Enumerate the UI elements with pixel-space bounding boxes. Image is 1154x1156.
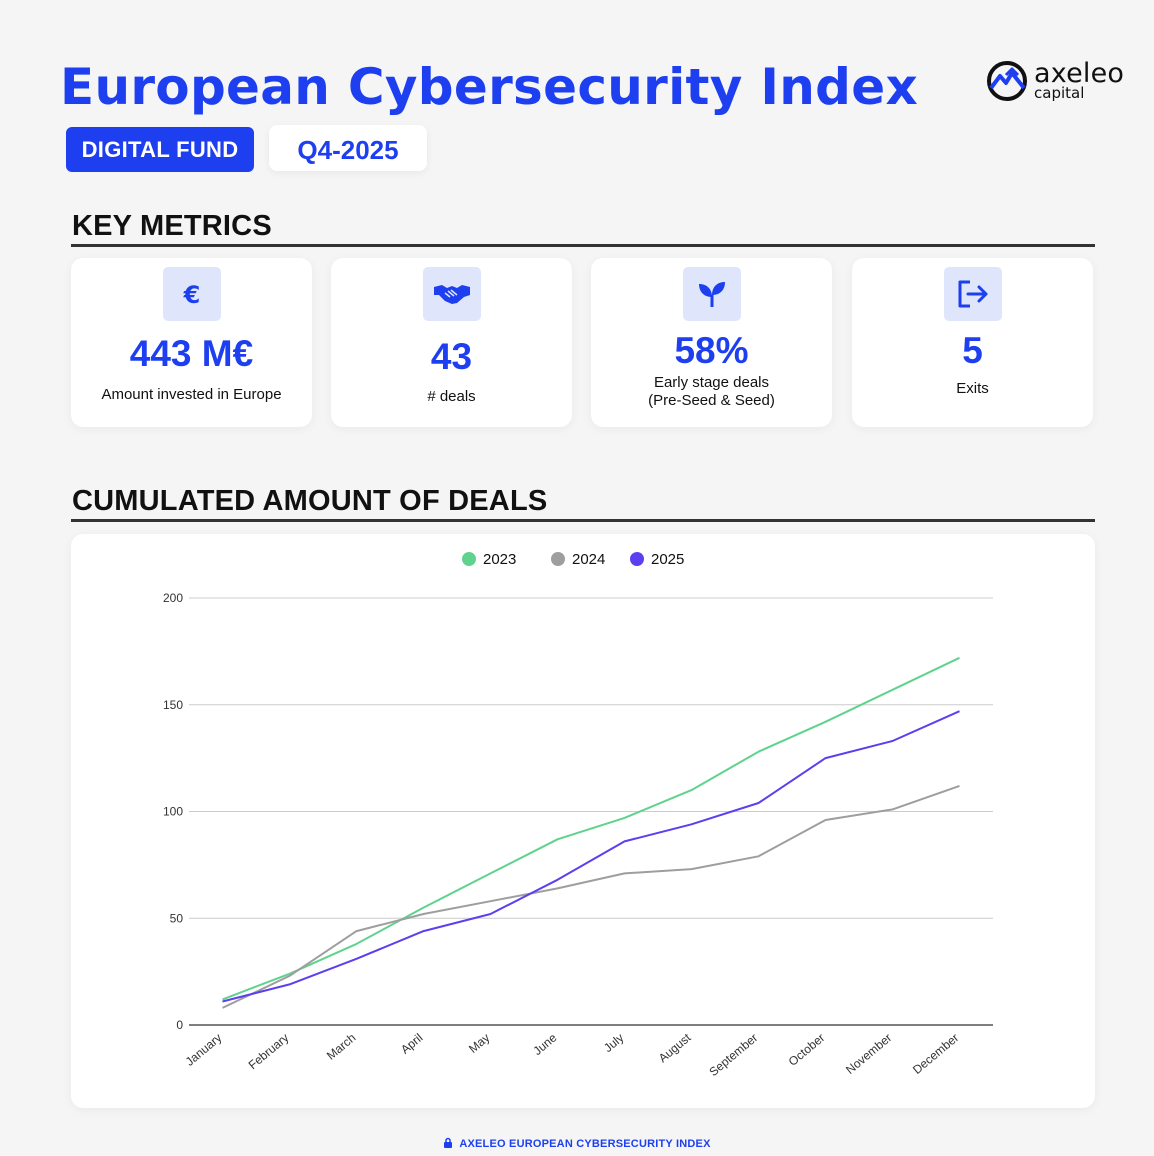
- metric-card-amount: € 443 M€ Amount invested in Europe: [71, 258, 312, 427]
- quarter-badge: Q4-2025: [269, 125, 427, 171]
- x-tick-label: May: [466, 1031, 492, 1056]
- key-metrics-heading: KEY METRICS: [72, 210, 272, 242]
- y-tick-label: 0: [176, 1018, 183, 1032]
- logo-name: axeleo: [1034, 58, 1125, 89]
- legend-marker-2025: [630, 552, 644, 566]
- cumulated-deals-divider: [71, 519, 1095, 522]
- legend-label-2024: 2024: [572, 551, 605, 568]
- y-tick-label: 100: [163, 805, 183, 819]
- metric-value: 443 M€: [129, 333, 254, 374]
- metric-label: Amount invested in Europe: [101, 386, 282, 403]
- x-tick-label: October: [786, 1031, 828, 1069]
- x-tick-label: September: [706, 1031, 760, 1079]
- metric-value: 58%: [674, 330, 749, 371]
- legend-label-2025: 2025: [651, 551, 684, 568]
- footer: AXELEO EUROPEAN CYBERSECURITY INDEX: [0, 1137, 1154, 1150]
- line-chart: 0 50 100 150 200 January February March April May…: [163, 551, 993, 1079]
- sprout-icon: [682, 267, 741, 321]
- metric-card-early-stage: 58% Early stage deals (Pre-Seed & Seed): [591, 258, 832, 427]
- metric-label: # deals: [427, 388, 476, 405]
- axeleo-logo: axeleo capital: [986, 58, 1136, 106]
- legend-label-2023: 2023: [483, 551, 516, 568]
- x-tick-label: March: [324, 1031, 359, 1063]
- x-tick-label: August: [656, 1030, 694, 1065]
- x-tick-label: November: [843, 1031, 894, 1077]
- footer-text: AXELEO EUROPEAN CYBERSECURITY INDEX: [459, 1138, 711, 1150]
- fund-badge: DIGITAL FUND: [66, 127, 254, 172]
- series-line-2023: [222, 656, 960, 1001]
- svg-text:€: €: [182, 281, 200, 309]
- mountain-logo-icon: [987, 61, 1027, 101]
- metric-label: Exits: [956, 380, 989, 397]
- legend-marker-2024: [551, 552, 565, 566]
- legend-marker-2023: [462, 552, 476, 566]
- exit-icon: [943, 267, 1002, 321]
- euro-icon: €: [162, 267, 221, 321]
- x-tick-label: June: [530, 1030, 559, 1058]
- metric-label: Early stage deals (Pre-Seed & Seed): [648, 374, 775, 409]
- y-tick-label: 50: [170, 911, 184, 925]
- metric-card-deals: 43 # deals: [331, 258, 572, 427]
- x-tick-label: July: [601, 1031, 626, 1055]
- handshake-icon: [422, 267, 481, 321]
- x-tick-label: February: [246, 1031, 292, 1073]
- series-line-2025: [222, 710, 960, 1003]
- line-chart-card: 0 50 100 150 200 January February March April May…: [71, 534, 1095, 1108]
- y-tick-label: 200: [163, 591, 183, 605]
- lock-icon: [444, 1137, 453, 1148]
- series-line-2024: [222, 784, 960, 1009]
- cumulated-deals-heading: CUMULATED AMOUNT OF DEALS: [72, 485, 548, 517]
- logo-sub: capital: [1034, 84, 1085, 102]
- y-tick-label: 150: [163, 698, 183, 712]
- x-tick-label: January: [183, 1031, 225, 1069]
- x-tick-label: April: [398, 1031, 425, 1057]
- page-title: European Cybersecurity Index: [60, 58, 919, 116]
- metric-card-exits: 5 Exits: [852, 258, 1093, 427]
- metric-value: 43: [430, 336, 473, 377]
- metric-value: 5: [962, 330, 983, 371]
- x-tick-label: December: [910, 1031, 961, 1077]
- key-metrics-divider: [71, 244, 1095, 247]
